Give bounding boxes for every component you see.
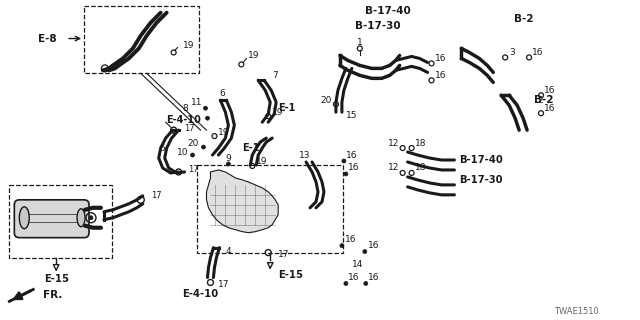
Text: 17: 17 — [189, 165, 199, 174]
Text: 17: 17 — [184, 124, 194, 132]
Bar — [196, 165, 343, 252]
Text: 16: 16 — [544, 104, 556, 113]
Text: 16: 16 — [435, 71, 446, 80]
Bar — [10, 185, 112, 258]
Text: 16: 16 — [368, 273, 380, 282]
Ellipse shape — [77, 209, 85, 227]
Circle shape — [344, 172, 348, 176]
Text: TWAE1510: TWAE1510 — [554, 307, 599, 316]
Text: 9: 9 — [225, 154, 231, 163]
Circle shape — [363, 250, 367, 253]
Text: 16: 16 — [346, 150, 357, 160]
Text: B-17-40: B-17-40 — [365, 6, 411, 16]
Text: E-15: E-15 — [278, 270, 303, 281]
Text: FR.: FR. — [44, 291, 63, 300]
Text: 20: 20 — [321, 96, 332, 105]
Bar — [84, 6, 198, 73]
Circle shape — [204, 106, 207, 110]
Text: 3: 3 — [509, 48, 515, 57]
Text: 20: 20 — [187, 139, 198, 148]
Text: B-17-30: B-17-30 — [355, 20, 401, 31]
Polygon shape — [207, 170, 278, 233]
Text: 8: 8 — [182, 104, 188, 113]
Text: 19: 19 — [256, 157, 268, 166]
Text: E-1: E-1 — [243, 143, 260, 153]
Text: 17: 17 — [151, 191, 161, 200]
Text: 17: 17 — [278, 250, 290, 259]
Text: B-17-30: B-17-30 — [460, 175, 503, 185]
Text: B-2: B-2 — [534, 95, 554, 105]
Text: E-8: E-8 — [38, 34, 56, 44]
Circle shape — [340, 244, 344, 248]
Text: 19: 19 — [272, 108, 284, 117]
Circle shape — [89, 216, 93, 220]
Text: 19: 19 — [218, 128, 230, 137]
Circle shape — [191, 153, 195, 157]
Text: 14: 14 — [352, 260, 364, 269]
Text: 13: 13 — [300, 150, 311, 160]
Text: 10: 10 — [177, 148, 189, 156]
Text: 7: 7 — [272, 71, 278, 80]
Text: 1: 1 — [357, 38, 363, 47]
Text: 16: 16 — [368, 241, 380, 250]
Text: 4: 4 — [225, 247, 231, 256]
Text: 16: 16 — [435, 54, 446, 63]
Text: 2: 2 — [537, 96, 543, 105]
FancyBboxPatch shape — [14, 200, 89, 238]
Text: 16: 16 — [348, 164, 360, 172]
Text: E-1: E-1 — [278, 103, 296, 113]
Text: E-4-10: E-4-10 — [182, 289, 219, 300]
Text: 16: 16 — [532, 48, 543, 57]
Text: 5: 5 — [159, 144, 164, 153]
Text: 16: 16 — [544, 86, 556, 95]
Circle shape — [205, 116, 209, 120]
Circle shape — [344, 282, 348, 285]
Text: 12: 12 — [388, 139, 399, 148]
Text: 18: 18 — [415, 139, 426, 148]
Ellipse shape — [19, 207, 29, 229]
Text: B-17-40: B-17-40 — [460, 155, 503, 165]
Text: 16: 16 — [348, 273, 360, 282]
Text: 16: 16 — [345, 235, 356, 244]
Text: 19: 19 — [248, 51, 260, 60]
Circle shape — [364, 282, 368, 285]
Text: 19: 19 — [182, 41, 194, 50]
Circle shape — [202, 145, 205, 149]
Text: B-2: B-2 — [515, 14, 534, 24]
Text: 6: 6 — [220, 89, 225, 98]
Text: 12: 12 — [388, 164, 399, 172]
Text: 18: 18 — [415, 164, 426, 172]
Circle shape — [227, 162, 230, 166]
Circle shape — [342, 159, 346, 163]
Text: 11: 11 — [191, 98, 202, 107]
Text: 17: 17 — [218, 280, 230, 289]
Text: E-15: E-15 — [44, 275, 68, 284]
Text: 15: 15 — [346, 111, 357, 120]
Text: E-4-10: E-4-10 — [166, 115, 200, 125]
